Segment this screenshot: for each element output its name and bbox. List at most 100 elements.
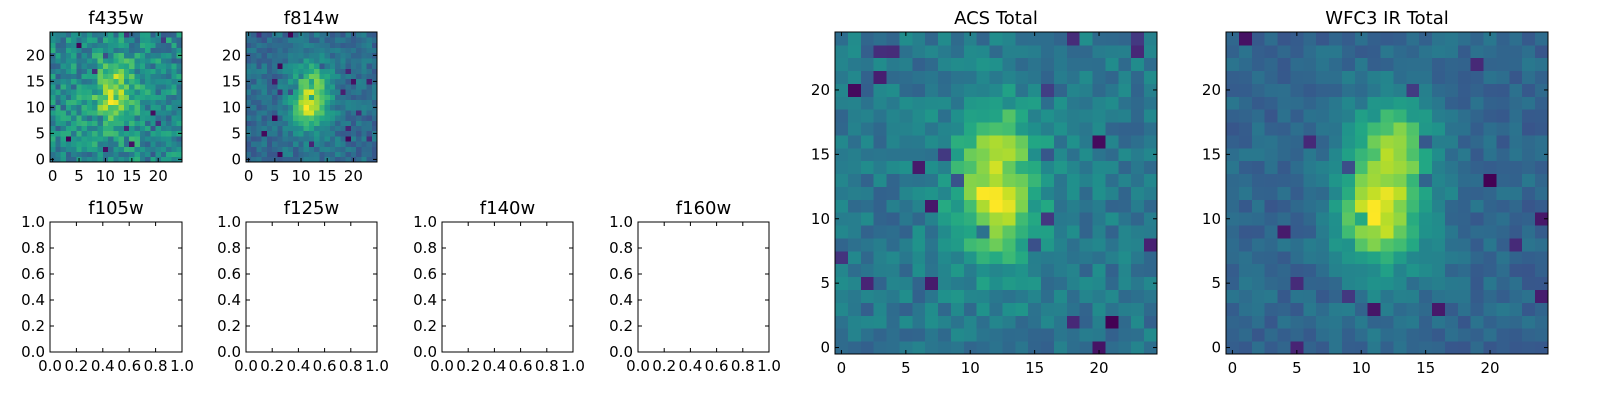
heatmap-cell (298, 146, 305, 152)
heatmap-cell (899, 83, 913, 97)
heatmap-cell (1303, 109, 1317, 123)
heatmap-cell (65, 125, 72, 132)
heatmap-cell (1264, 109, 1278, 123)
heatmap-cell (272, 78, 278, 85)
heatmap-cell (1290, 212, 1304, 226)
heatmap-cell (1041, 57, 1055, 72)
heatmap-cell (160, 120, 167, 126)
heatmap-cell (55, 78, 61, 85)
heatmap-cell (1238, 328, 1253, 342)
heatmap-cell (1380, 315, 1394, 329)
heatmap-cell (1419, 276, 1433, 290)
heatmap-cell (76, 146, 83, 152)
heatmap-cell (1303, 341, 1317, 355)
heatmap-cell (1535, 276, 1549, 290)
heatmap-cell (899, 44, 913, 59)
heatmap-cell (298, 89, 305, 95)
heatmap-cell (97, 37, 104, 43)
heatmap-cell (361, 146, 367, 152)
heatmap-cell (1303, 315, 1317, 329)
heatmap-cell (1393, 238, 1407, 252)
heatmap-cell (340, 47, 346, 54)
heatmap-cell (912, 186, 926, 200)
heatmap-cell (1226, 302, 1240, 316)
heatmap-cell (1002, 250, 1016, 265)
heatmap-cell (150, 78, 156, 85)
heatmap-cell (1251, 57, 1266, 72)
heatmap-cell (319, 99, 325, 106)
heatmap-cell (1131, 276, 1145, 290)
heatmap-cell (925, 263, 939, 278)
heatmap-cell (60, 89, 67, 95)
heatmap-cell (1393, 276, 1407, 290)
heatmap-cell (1015, 315, 1029, 329)
heatmap-cell (938, 147, 952, 162)
x-tick-label: 0.2 (260, 357, 284, 375)
heatmap-cell (261, 110, 268, 116)
heatmap-cell (1354, 32, 1369, 46)
heatmap-cell (1457, 328, 1472, 342)
heatmap-cell (92, 68, 98, 74)
heatmap-cell (1053, 250, 1068, 265)
heatmap-cell (1329, 263, 1343, 278)
heatmap-cell (860, 122, 875, 136)
heatmap-cell (340, 63, 346, 69)
heatmap-cell (113, 89, 120, 95)
heatmap-cell (108, 58, 114, 64)
heatmap-cell (1470, 186, 1484, 200)
heatmap-cell (50, 37, 56, 43)
heatmap-cell (1015, 328, 1029, 342)
heatmap-cell (171, 32, 178, 38)
heatmap-cell (1393, 315, 1407, 329)
heatmap-cell (1535, 147, 1549, 162)
heatmap-cell (1457, 122, 1472, 136)
heatmap-cell (912, 199, 926, 213)
heatmap-cell (60, 94, 67, 100)
heatmap-cell (963, 135, 978, 149)
heatmap-cell (97, 99, 104, 106)
heatmap-cell (176, 63, 183, 69)
heatmap-cell (1341, 276, 1356, 290)
heatmap-cell (873, 341, 887, 355)
heatmap-cell (298, 47, 305, 54)
heatmap-cell (1015, 160, 1029, 175)
heatmap-cell (847, 212, 862, 226)
heatmap-cell (266, 156, 273, 163)
heatmap-cell (835, 96, 849, 110)
heatmap-cell (139, 141, 146, 147)
heatmap-cell (1264, 225, 1278, 239)
heatmap-cell (925, 44, 939, 59)
heatmap-cell (145, 120, 151, 126)
heatmap-cell (1535, 83, 1549, 97)
heatmap-cell (308, 63, 315, 69)
heatmap-cell (976, 83, 990, 97)
heatmap-cell (1226, 109, 1240, 123)
heatmap-cell (287, 120, 294, 126)
heatmap-cell (835, 302, 849, 316)
heatmap-cell (251, 73, 257, 80)
heatmap-cell (76, 78, 83, 85)
heatmap-cell (340, 32, 346, 38)
heatmap-cell (860, 225, 875, 239)
heatmap-cell (129, 89, 135, 95)
heatmap-cell (835, 160, 849, 175)
heatmap-cell (287, 32, 294, 38)
heatmap-cell (1015, 263, 1029, 278)
heatmap-cell (50, 99, 56, 106)
heatmap-cell (287, 58, 294, 64)
heatmap-cell (324, 89, 331, 95)
heatmap-cell (1066, 122, 1081, 136)
heatmap-cell (1470, 122, 1484, 136)
y-tick-label: 0.6 (217, 265, 241, 283)
heatmap-cell (356, 58, 362, 64)
heatmap-cell (371, 32, 378, 38)
heatmap-cell (92, 63, 98, 69)
heatmap-cell (1002, 341, 1016, 355)
heatmap-cell (886, 289, 900, 303)
heatmap-cell (145, 63, 151, 69)
heatmap-cell (1131, 250, 1145, 265)
heatmap-cell (1041, 263, 1055, 278)
heatmap-cell (166, 136, 172, 142)
heatmap-cell (938, 160, 952, 175)
y-tick-label: 1.0 (609, 213, 633, 231)
